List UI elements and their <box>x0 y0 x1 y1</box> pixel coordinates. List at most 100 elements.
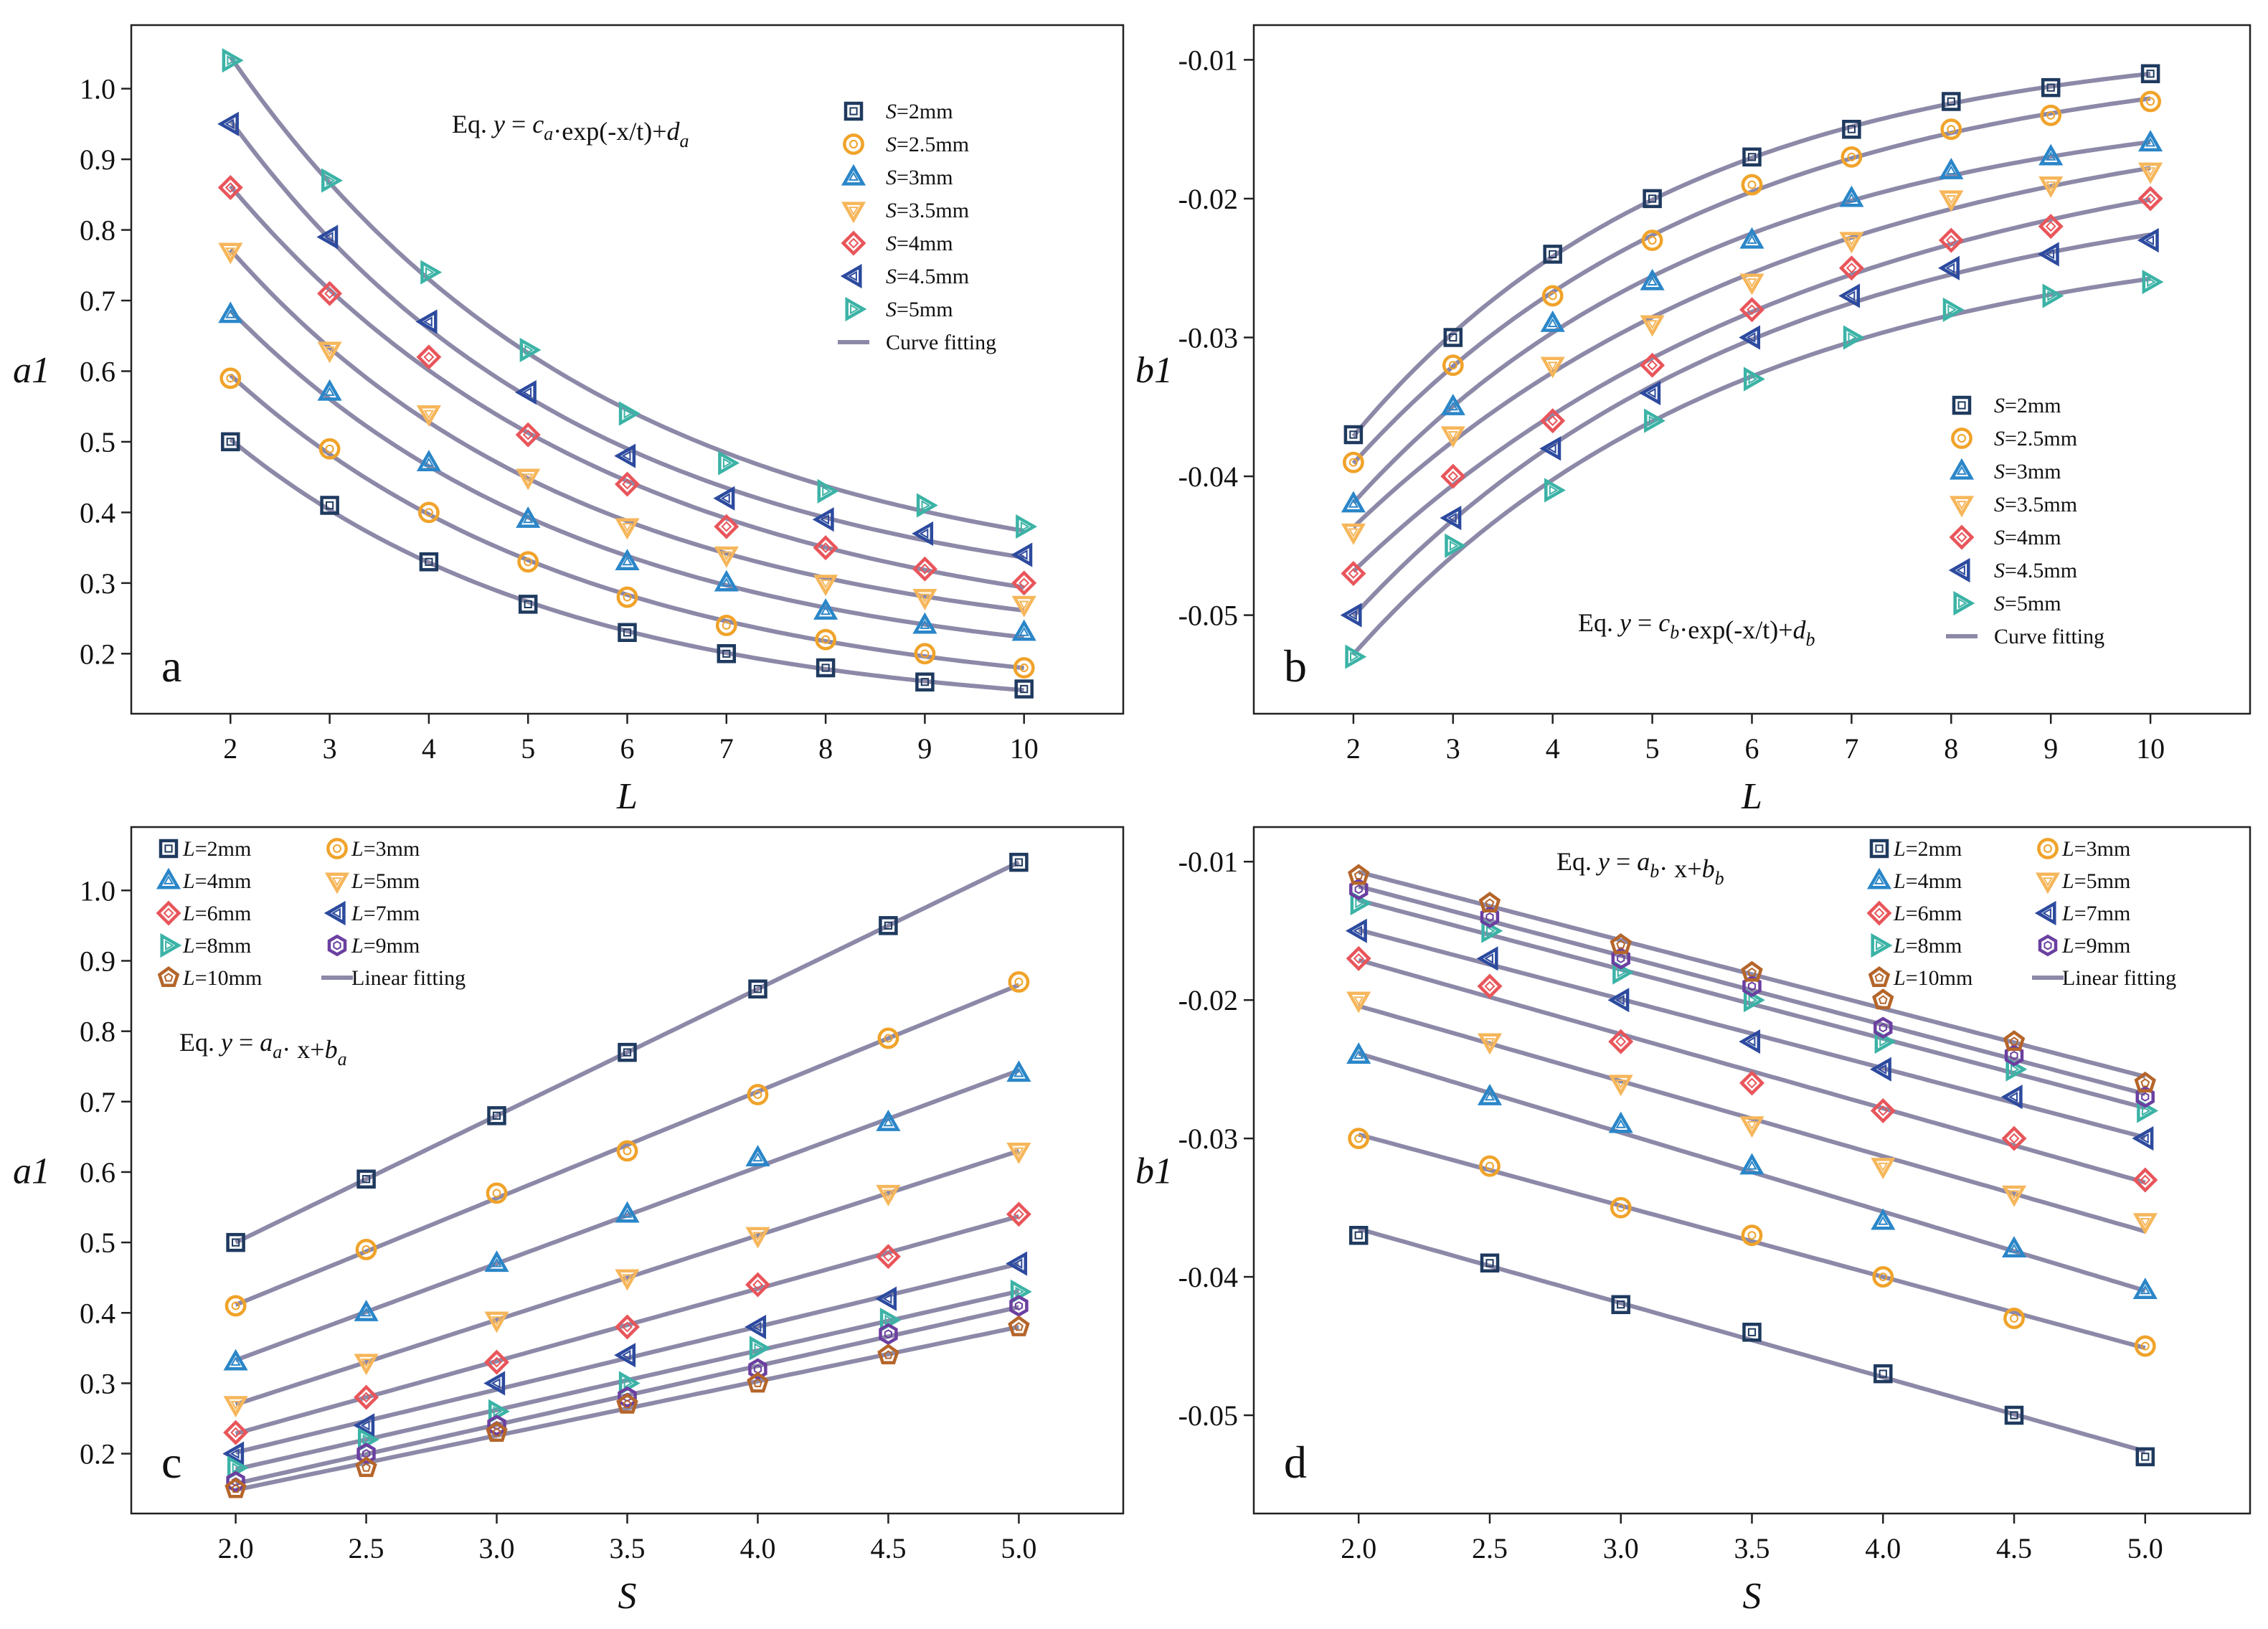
data-point-inner <box>920 649 930 658</box>
x-tick-label: 8 <box>818 732 833 765</box>
legend-label-value: =10mm <box>1906 966 1973 990</box>
data-point <box>1011 619 1036 641</box>
data-point <box>1445 533 1467 558</box>
data-point <box>1479 1155 1501 1177</box>
equation-part: b <box>1650 861 1659 882</box>
legend-label-var: L <box>182 869 195 893</box>
y-tick-label: 0.5 <box>80 1227 115 1259</box>
data-point-inner <box>324 288 336 299</box>
data-point-inner <box>1548 291 1557 301</box>
data-point <box>1742 1322 1762 1342</box>
data-point <box>614 443 636 468</box>
y-tick-label: 0.2 <box>80 1438 115 1470</box>
legend-label: S=4mm <box>886 232 953 255</box>
data-point <box>813 535 838 561</box>
equation-part: a <box>273 1042 282 1062</box>
y-tick-label: -0.02 <box>1178 183 1238 215</box>
data-point-inner <box>425 267 435 278</box>
data-point-inner <box>1353 925 1363 937</box>
legend-marker <box>1949 458 1975 480</box>
legend-label: S=2mm <box>886 100 953 123</box>
legend-label-value: =4mm <box>195 869 252 893</box>
data-point-inner <box>1013 1067 1024 1077</box>
legend: S=2mmS=2.5mmS=3mmS=3.5mmS=4mmS=4.5mmS=5m… <box>1946 394 2104 648</box>
y-tick-label: 0.8 <box>80 1016 115 1048</box>
data-point <box>1008 1315 1030 1336</box>
data-point <box>748 979 767 999</box>
legend-label: S=3mm <box>886 166 953 189</box>
data-point <box>416 344 442 370</box>
data-point <box>226 1470 245 1493</box>
legend-label-var: S <box>1994 493 2005 516</box>
legend-marker <box>2037 838 2059 859</box>
legend-marker-inner <box>1957 401 1966 410</box>
data-point-inner <box>1616 1203 1625 1212</box>
legend-marker-inner <box>2043 844 2052 853</box>
fit-line-0 <box>229 438 1024 693</box>
data-point-inner <box>623 1399 632 1409</box>
data-point <box>815 628 836 651</box>
data-point <box>419 552 439 572</box>
data-point <box>1341 523 1366 545</box>
legend-label: L=6mm <box>182 902 251 925</box>
data-point <box>1839 185 1864 207</box>
legend-marker-inner <box>848 270 857 282</box>
data-point <box>1938 255 1960 280</box>
legend-label-value: =5mm <box>2005 592 2061 615</box>
data-point <box>2132 1126 2154 1151</box>
data-point-inner <box>1617 967 1627 978</box>
x-tick-label: 2.0 <box>218 1532 254 1564</box>
legend-marker <box>1866 900 1892 926</box>
data-point <box>1841 146 1863 168</box>
legend-label-var: L <box>182 934 195 958</box>
legend-label: L=7mm <box>2061 902 2130 925</box>
legend-marker <box>327 934 347 957</box>
data-point <box>1940 118 1962 141</box>
x-tick-label: 3.0 <box>1603 1532 1639 1564</box>
data-point <box>483 1371 506 1396</box>
data-point-inner <box>2140 1285 2151 1295</box>
data-point <box>1540 357 1565 379</box>
series-0 <box>1343 64 2160 445</box>
legend-label-value: =8mm <box>1906 934 1962 958</box>
data-point <box>1440 463 1466 489</box>
x-tick-label: 3 <box>1446 732 1460 765</box>
data-point-inner <box>1877 1216 1889 1225</box>
panel-a: 2 3 4 5 6 7 8 9 10 0.2 0.3 0.4 0.5 0.6 0.7 0.8 0.9 1.0 La1… <box>13 24 1125 817</box>
x-tick-label: 4.0 <box>740 1532 775 1564</box>
series-4 <box>223 1201 1031 1445</box>
data-point <box>1440 506 1462 531</box>
equation-part: · x+ <box>1659 854 1701 883</box>
data-point-inner <box>423 457 435 467</box>
data-point <box>1345 644 1367 669</box>
data-point <box>1442 354 1464 377</box>
y-tick-label: 0.8 <box>80 214 115 247</box>
data-point-inner <box>1353 1049 1364 1059</box>
legend-label: S=2mm <box>1994 394 2061 417</box>
equation-part: b <box>1702 854 1715 883</box>
data-point-inner <box>362 1463 371 1472</box>
data-point <box>225 1295 247 1317</box>
equation-part: y <box>219 1028 232 1057</box>
legend-marker <box>1869 839 1889 859</box>
data-point-inner <box>524 557 533 567</box>
equation-part: d <box>1793 615 1807 644</box>
data-point-inner <box>722 458 732 468</box>
data-point-inner <box>1747 153 1757 161</box>
data-point-inner <box>623 628 632 637</box>
legend-label-value: =5mm <box>897 298 953 321</box>
data-point-inner <box>1846 193 1857 202</box>
legend-marker <box>841 164 866 186</box>
legend-label-var: L <box>182 902 195 925</box>
y-tick-label: 0.9 <box>80 945 115 977</box>
data-point-inner <box>1549 485 1559 496</box>
fit-equation: Eq. y = ca·exp(-x/t)+da <box>452 110 689 151</box>
data-point-inner <box>2145 235 2154 246</box>
data-point-inner <box>1353 870 1364 879</box>
legend-marker <box>845 296 867 322</box>
legend-label: S=5mm <box>886 298 953 321</box>
equation-part: Eq. <box>179 1028 221 1057</box>
data-point <box>1872 988 1894 1010</box>
data-point <box>1013 657 1035 679</box>
